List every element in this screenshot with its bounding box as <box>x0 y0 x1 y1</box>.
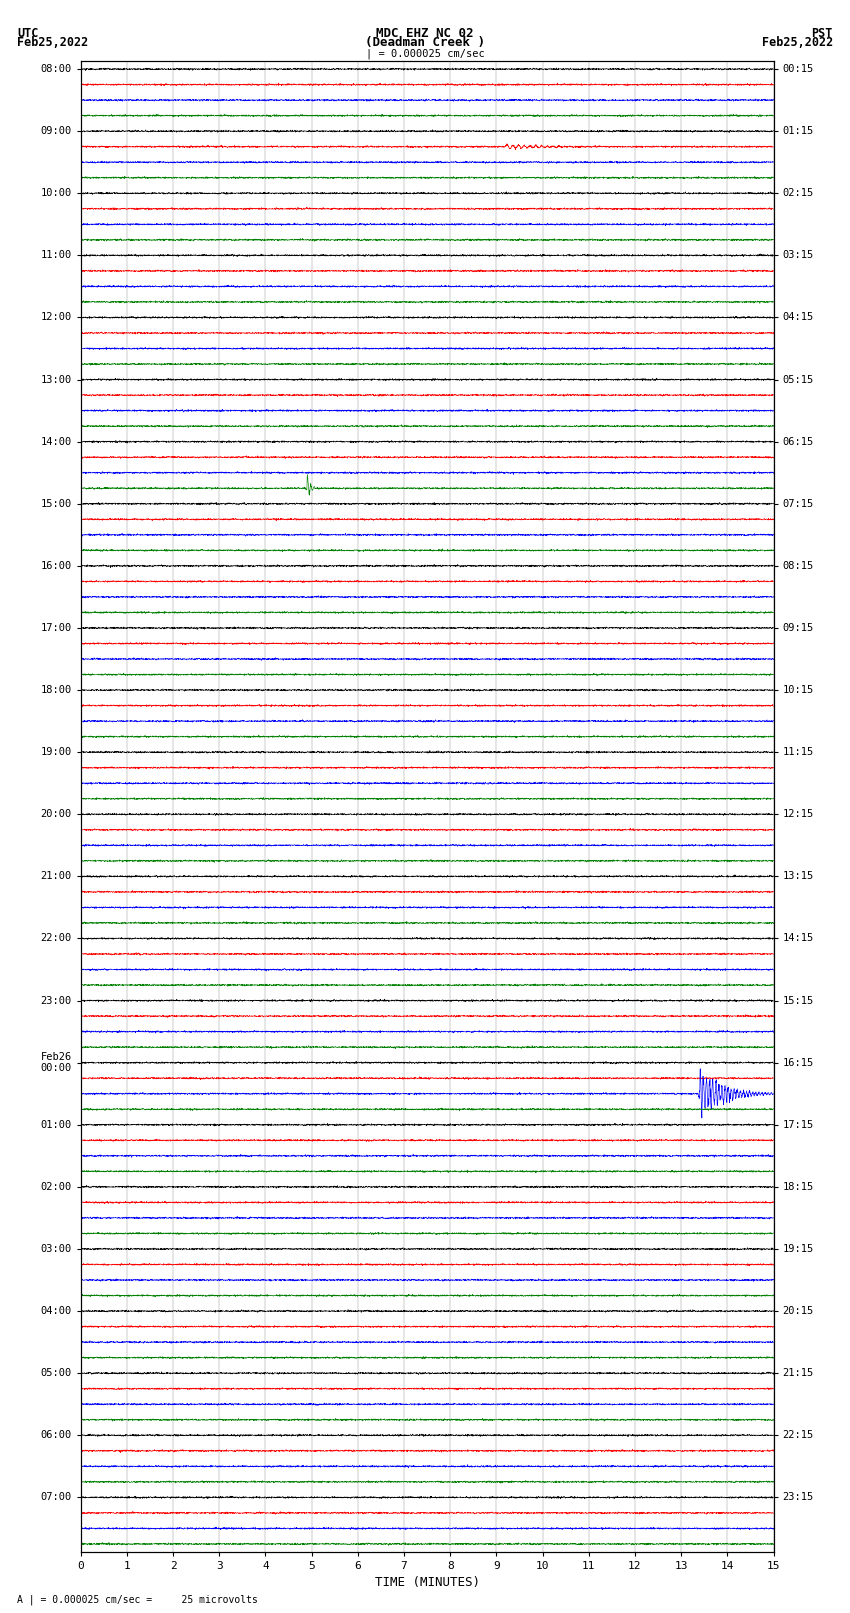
Text: MDC EHZ NC 02: MDC EHZ NC 02 <box>377 26 473 39</box>
Text: | = 0.000025 cm/sec: | = 0.000025 cm/sec <box>366 48 484 58</box>
X-axis label: TIME (MINUTES): TIME (MINUTES) <box>375 1576 479 1589</box>
Text: UTC: UTC <box>17 26 38 39</box>
Text: (Deadman Creek ): (Deadman Creek ) <box>365 35 485 50</box>
Text: A | = 0.000025 cm/sec =     25 microvolts: A | = 0.000025 cm/sec = 25 microvolts <box>17 1594 258 1605</box>
Text: Feb25,2022: Feb25,2022 <box>17 35 88 50</box>
Text: Feb25,2022: Feb25,2022 <box>762 35 833 50</box>
Text: PST: PST <box>812 26 833 39</box>
